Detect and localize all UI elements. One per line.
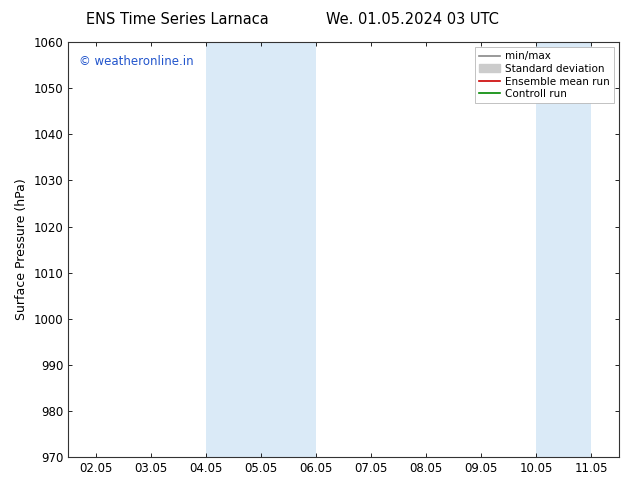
Text: ENS Time Series Larnaca: ENS Time Series Larnaca	[86, 12, 269, 27]
Text: We. 01.05.2024 03 UTC: We. 01.05.2024 03 UTC	[326, 12, 498, 27]
Bar	[536, 42, 592, 457]
Y-axis label: Surface Pressure (hPa): Surface Pressure (hPa)	[15, 179, 28, 320]
Text: © weatheronline.in: © weatheronline.in	[79, 54, 194, 68]
Legend: min/max, Standard deviation, Ensemble mean run, Controll run: min/max, Standard deviation, Ensemble me…	[475, 47, 614, 103]
Bar	[206, 42, 316, 457]
